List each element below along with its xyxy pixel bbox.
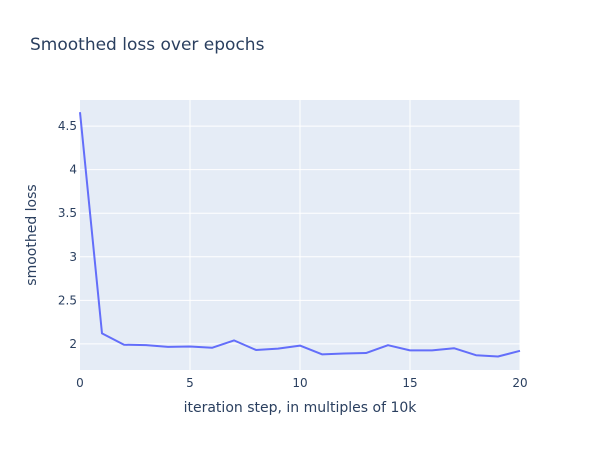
x-axis-label: iteration step, in multiples of 10k [184, 400, 418, 416]
x-tick-label: 10 [292, 376, 307, 390]
chart-title: Smoothed loss over epochs [30, 35, 265, 55]
grid-lines [80, 100, 521, 370]
series-layer [79, 112, 521, 358]
series-line [79, 112, 521, 358]
x-tick-label: 0 [76, 376, 84, 390]
y-tick-label: 3.5 [58, 206, 77, 220]
y-tick-label: 2 [69, 337, 77, 351]
y-axis-label: smoothed loss [24, 184, 40, 285]
y-tick-label: 3 [69, 250, 77, 264]
tick-labels: 0 5 10 15 20 2 2.5 3 3.5 4 4.5 [58, 119, 528, 390]
x-tick-label: 20 [512, 376, 527, 390]
y-tick-label: 2.5 [58, 293, 77, 307]
y-tick-label: 4.5 [58, 119, 77, 133]
x-tick-label: 5 [186, 376, 194, 390]
y-tick-label: 4 [69, 163, 77, 177]
x-tick-label: 15 [402, 376, 417, 390]
